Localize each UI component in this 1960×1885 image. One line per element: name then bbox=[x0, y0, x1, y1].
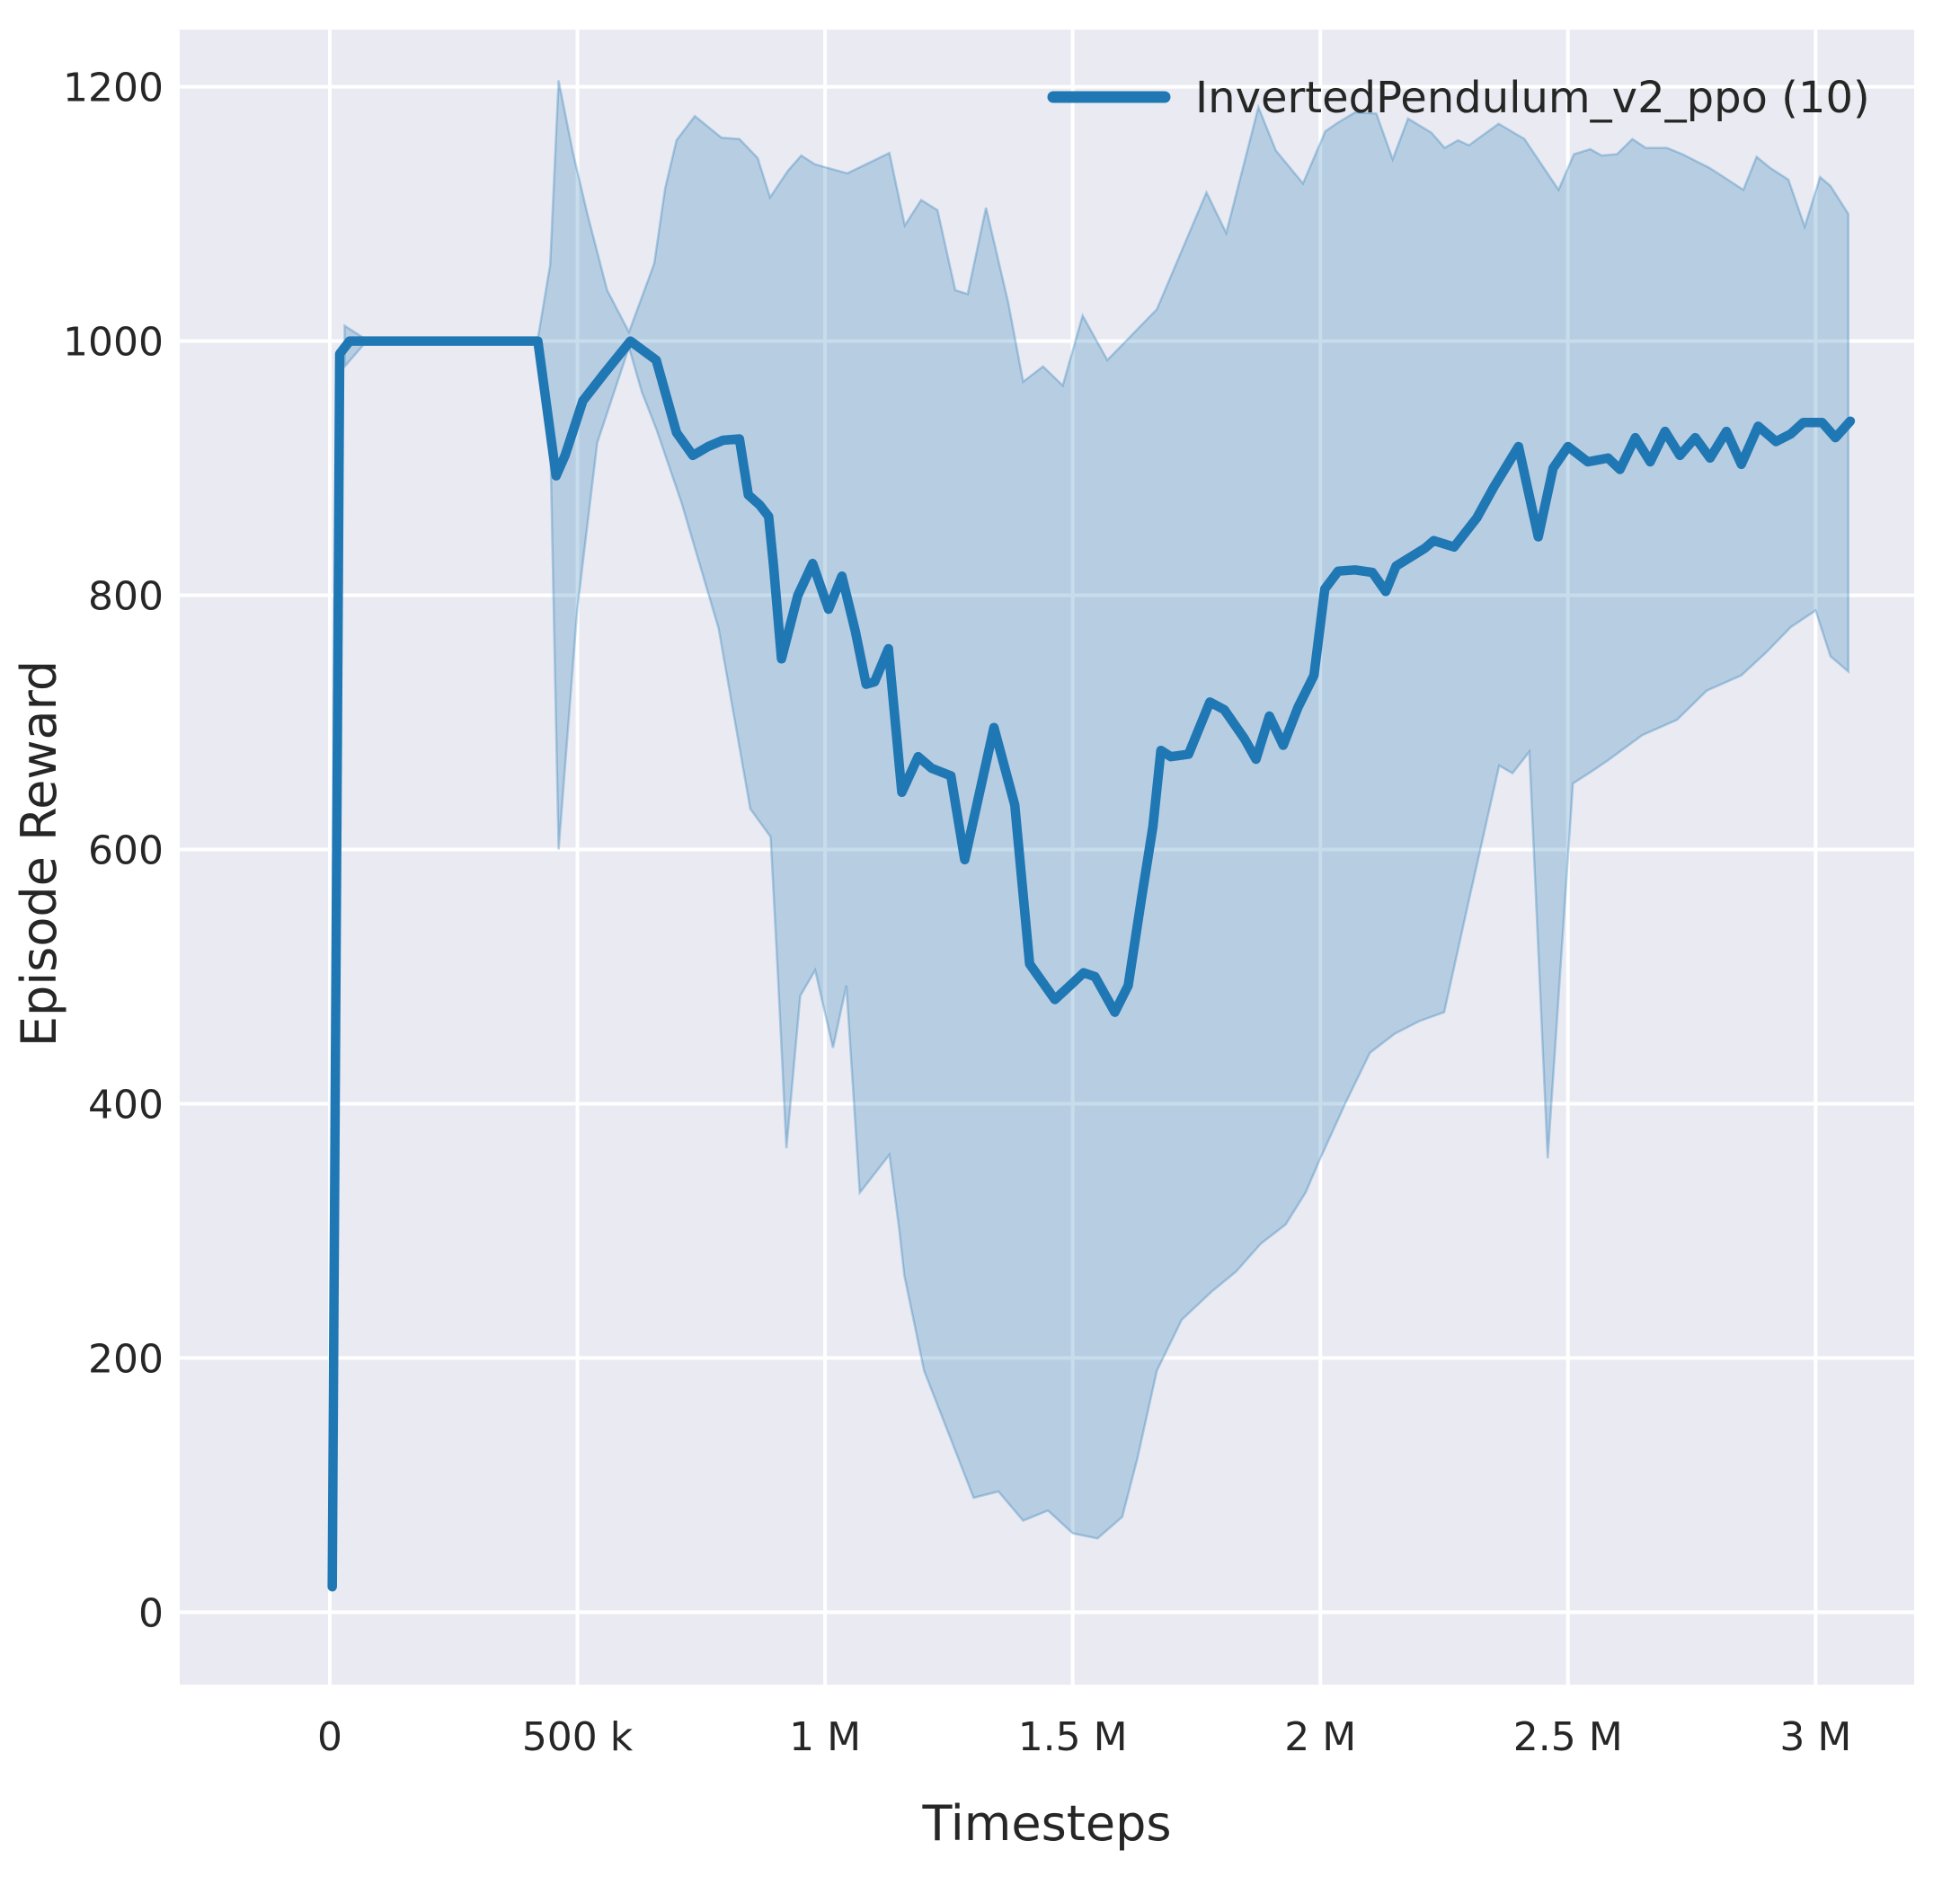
y-tick-label: 0 bbox=[138, 1590, 164, 1636]
legend-label: InvertedPendulum_v2_ppo (10) bbox=[1195, 73, 1870, 123]
y-tick-label: 400 bbox=[88, 1082, 164, 1128]
y-tick-label: 800 bbox=[88, 574, 164, 620]
plot-area bbox=[180, 30, 1914, 1685]
x-tick-label: 2.5 M bbox=[1513, 1714, 1623, 1760]
x-tick-label: 1 M bbox=[789, 1714, 861, 1760]
y-axis-label: Episode Reward bbox=[11, 660, 67, 1047]
y-tick-label: 200 bbox=[88, 1336, 164, 1382]
x-tick-label: 3 M bbox=[1779, 1714, 1851, 1760]
x-tick-label: 1.5 M bbox=[1018, 1714, 1128, 1760]
legend: InvertedPendulum_v2_ppo (10) bbox=[1047, 73, 1870, 123]
x-axis-tick-labels: 0 500 k 1 M 1.5 M 2 M 2.5 M 3 M bbox=[317, 1714, 1851, 1760]
x-tick-label: 2 M bbox=[1284, 1714, 1356, 1760]
grid-lines bbox=[180, 30, 1914, 1685]
y-tick-label: 600 bbox=[88, 828, 164, 874]
x-tick-label: 500 k bbox=[522, 1714, 634, 1760]
y-axis-tick-labels: 0 200 400 600 800 1000 1200 bbox=[63, 66, 164, 1637]
y-tick-label: 1200 bbox=[63, 66, 164, 111]
y-tick-label: 1000 bbox=[63, 320, 164, 366]
x-axis-label: Timesteps bbox=[921, 1795, 1171, 1852]
mean-reward-line bbox=[327, 336, 1856, 1592]
x-tick-label: 0 bbox=[317, 1714, 342, 1760]
